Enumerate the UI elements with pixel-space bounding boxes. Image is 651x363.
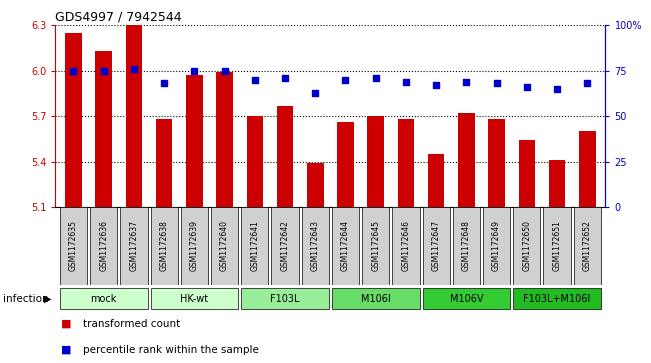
FancyBboxPatch shape: [332, 288, 419, 309]
Bar: [277, 106, 294, 207]
Text: GSM1172651: GSM1172651: [553, 220, 562, 272]
Text: GSM1172644: GSM1172644: [341, 220, 350, 272]
Text: GSM1172652: GSM1172652: [583, 220, 592, 272]
Text: M106I: M106I: [361, 294, 391, 303]
Point: [521, 84, 532, 90]
Text: percentile rank within the sample: percentile rank within the sample: [83, 345, 258, 355]
Text: infection: infection: [3, 294, 49, 303]
Point: [280, 75, 290, 81]
Point: [310, 90, 320, 95]
FancyBboxPatch shape: [332, 207, 359, 285]
FancyBboxPatch shape: [150, 207, 178, 285]
Point: [492, 81, 502, 86]
Text: M106V: M106V: [450, 294, 483, 303]
Point: [401, 79, 411, 85]
Bar: [519, 140, 535, 207]
Text: GSM1172647: GSM1172647: [432, 220, 441, 272]
FancyBboxPatch shape: [90, 207, 117, 285]
Bar: [156, 119, 173, 207]
FancyBboxPatch shape: [181, 207, 208, 285]
Text: F103L+M106I: F103L+M106I: [523, 294, 590, 303]
Bar: [337, 122, 353, 207]
Bar: [367, 116, 384, 207]
Text: GSM1172640: GSM1172640: [220, 220, 229, 272]
Text: GSM1172643: GSM1172643: [311, 220, 320, 272]
Point: [340, 77, 351, 83]
FancyBboxPatch shape: [242, 207, 268, 285]
Text: GSM1172646: GSM1172646: [402, 220, 410, 272]
FancyBboxPatch shape: [393, 207, 419, 285]
Bar: [579, 131, 596, 207]
Bar: [126, 25, 142, 207]
Text: GSM1172641: GSM1172641: [251, 220, 259, 272]
FancyBboxPatch shape: [242, 288, 329, 309]
Text: GSM1172645: GSM1172645: [371, 220, 380, 272]
Text: GSM1172637: GSM1172637: [130, 220, 139, 272]
Text: GSM1172635: GSM1172635: [69, 220, 78, 272]
Bar: [458, 113, 475, 207]
FancyBboxPatch shape: [60, 288, 148, 309]
Point: [68, 68, 79, 74]
Bar: [428, 154, 445, 207]
Point: [431, 82, 441, 88]
FancyBboxPatch shape: [513, 207, 540, 285]
Text: GSM1172639: GSM1172639: [190, 220, 199, 272]
Text: mock: mock: [90, 294, 117, 303]
Bar: [96, 51, 112, 207]
Text: GSM1172638: GSM1172638: [159, 220, 169, 272]
FancyBboxPatch shape: [422, 207, 450, 285]
Text: GSM1172649: GSM1172649: [492, 220, 501, 272]
Point: [370, 75, 381, 81]
FancyBboxPatch shape: [211, 207, 238, 285]
Bar: [65, 33, 82, 207]
Point: [129, 66, 139, 72]
FancyBboxPatch shape: [544, 207, 571, 285]
Bar: [488, 119, 505, 207]
Text: HK-wt: HK-wt: [180, 294, 208, 303]
Text: ■: ■: [61, 319, 72, 329]
Text: transformed count: transformed count: [83, 319, 180, 329]
Text: F103L: F103L: [270, 294, 300, 303]
FancyBboxPatch shape: [513, 288, 601, 309]
Point: [219, 68, 230, 74]
Text: GDS4997 / 7942544: GDS4997 / 7942544: [55, 11, 182, 24]
Text: GSM1172650: GSM1172650: [522, 220, 531, 272]
Point: [461, 79, 471, 85]
FancyBboxPatch shape: [271, 207, 299, 285]
Point: [249, 77, 260, 83]
Bar: [216, 72, 233, 207]
Bar: [398, 119, 414, 207]
Text: ■: ■: [61, 345, 72, 355]
Bar: [247, 116, 263, 207]
FancyBboxPatch shape: [362, 207, 389, 285]
Bar: [307, 163, 324, 207]
FancyBboxPatch shape: [120, 207, 148, 285]
Point: [582, 81, 592, 86]
Point: [552, 86, 562, 92]
Point: [189, 68, 200, 74]
Bar: [549, 160, 565, 207]
Text: GSM1172648: GSM1172648: [462, 220, 471, 272]
FancyBboxPatch shape: [422, 288, 510, 309]
FancyBboxPatch shape: [301, 207, 329, 285]
Point: [159, 81, 169, 86]
Bar: [186, 75, 202, 207]
Point: [98, 68, 109, 74]
FancyBboxPatch shape: [150, 288, 238, 309]
Text: GSM1172642: GSM1172642: [281, 220, 290, 272]
FancyBboxPatch shape: [453, 207, 480, 285]
FancyBboxPatch shape: [483, 207, 510, 285]
Text: ▶: ▶: [44, 294, 52, 303]
FancyBboxPatch shape: [60, 207, 87, 285]
FancyBboxPatch shape: [574, 207, 601, 285]
Text: GSM1172636: GSM1172636: [99, 220, 108, 272]
